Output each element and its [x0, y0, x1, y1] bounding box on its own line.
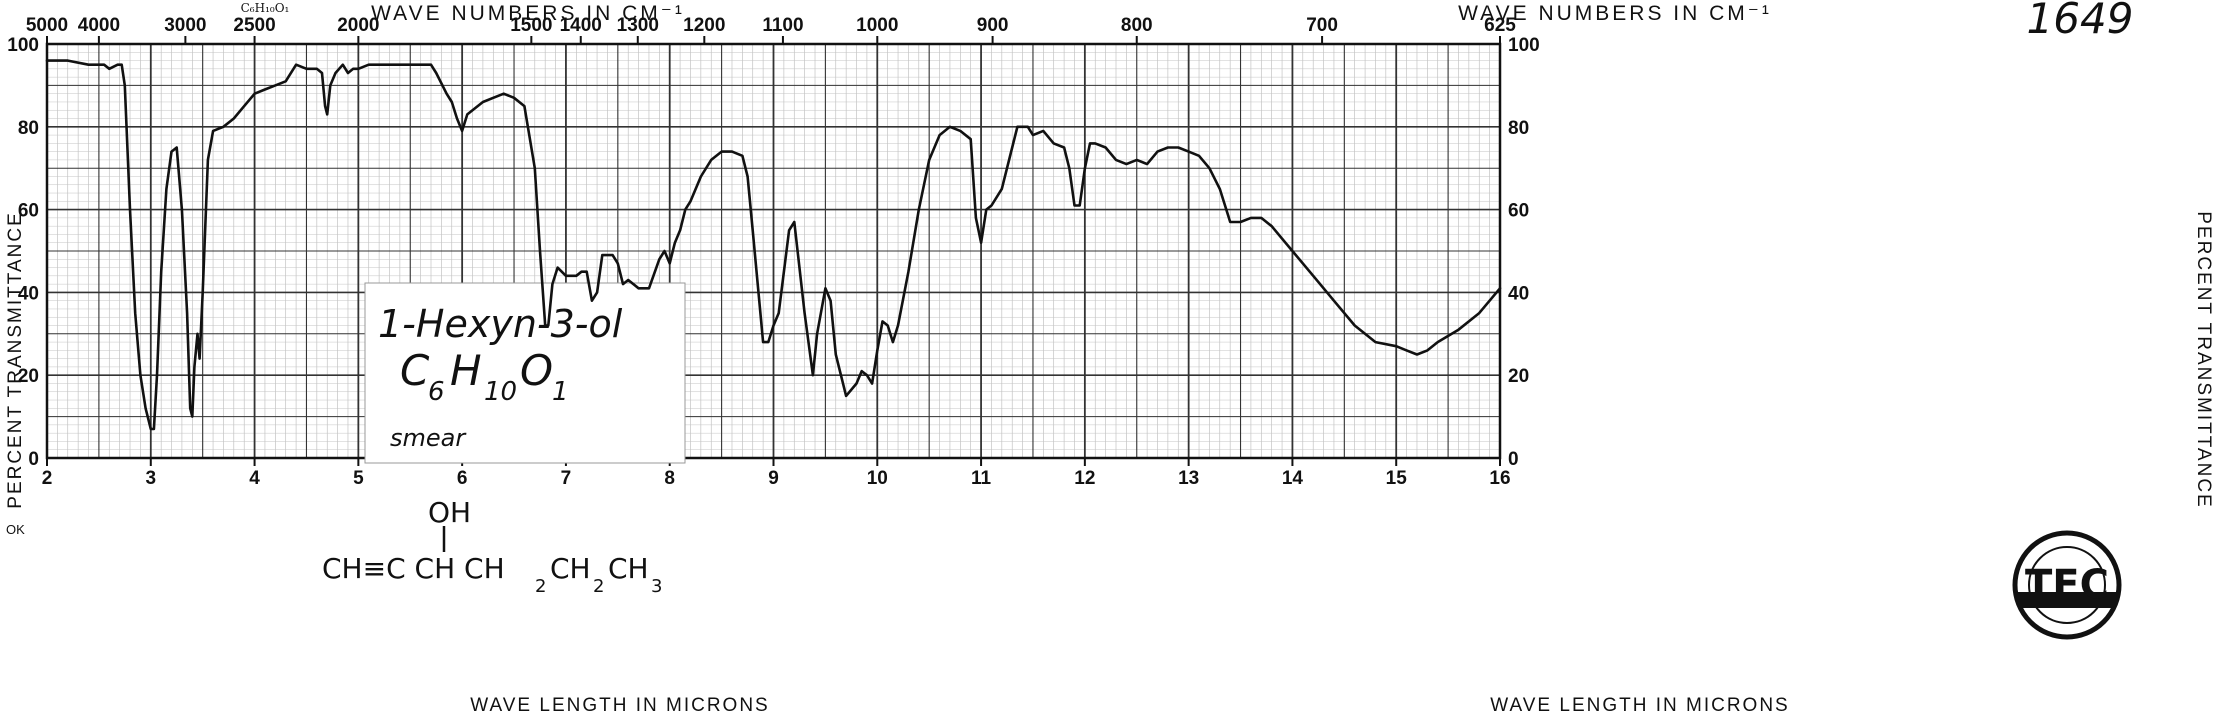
- wavenumber-tick-label: 1300: [617, 15, 659, 36]
- spectrum-number: 1649: [2027, 0, 2134, 43]
- y-tick-label-left: 20: [18, 366, 39, 387]
- y-tick-label-left: 60: [18, 201, 39, 222]
- x-tick-label: 13: [1178, 468, 1199, 489]
- wavenumber-tick-label: 1500: [510, 15, 552, 36]
- y-axis-left: 0 20 40 60 80 100: [7, 35, 39, 470]
- wavenumber-tick-label: 4000: [78, 15, 120, 36]
- x-tick-label: 12: [1074, 468, 1095, 489]
- x-axis-label-left: WAVE LENGTH IN MICRONS: [470, 695, 769, 716]
- wavenumber-tick-label: 2000: [337, 15, 379, 36]
- structure-sub-c: 3: [651, 576, 662, 597]
- logo-outer-ring: [2012, 530, 2122, 640]
- x-tick-label: 16: [1489, 468, 1510, 489]
- transmittance-trace: [45, 59, 1502, 431]
- wavenumber-tick-label: 900: [977, 15, 1009, 36]
- x-tick-label: 2: [42, 468, 53, 489]
- x-tick-label: 5: [353, 468, 364, 489]
- formula-o: O: [520, 346, 553, 395]
- structure-sub-a: 2: [535, 576, 546, 597]
- compound-name: 1-Hexyn-3-ol: [378, 302, 623, 346]
- y-tick-label-right: 40: [1508, 283, 1529, 304]
- wavenumber-title-right: WAVE NUMBERS IN CM⁻¹: [1458, 2, 1772, 25]
- wavenumber-tick-label: 700: [1306, 15, 1338, 36]
- wavenumber-tick-label: 1400: [560, 15, 602, 36]
- y-tick-label-left: 40: [18, 283, 39, 304]
- x-tick-label: 8: [664, 468, 675, 489]
- wavenumber-tick-label: 3000: [164, 15, 206, 36]
- wavenumber-tick-label: 2500: [233, 15, 275, 36]
- x-tick-label: 4: [249, 468, 260, 489]
- formula-c: C: [400, 346, 430, 395]
- y-axis-right: 0 20 40 60 80 100: [1508, 35, 1540, 470]
- sample-phase: smear: [390, 424, 467, 452]
- formula-c-count: 6: [428, 377, 445, 407]
- wavenumber-tick-label: 1200: [683, 15, 725, 36]
- formula-o-count: 1: [552, 377, 569, 407]
- y-axis-label-right: PERCENT TRANSMITTANCE: [2193, 211, 2214, 508]
- y-tick-label-left: 0: [28, 449, 39, 470]
- y-tick-label-right: 100: [1508, 35, 1540, 56]
- y-tick-label-right: 0: [1508, 449, 1519, 470]
- formula-h-count: 10: [484, 377, 517, 407]
- label-card-background: [364, 282, 686, 464]
- structure-background: [318, 492, 710, 602]
- x-tick-label: 11: [971, 468, 992, 489]
- x-tick-label: 6: [457, 468, 468, 489]
- x-tick-label: 14: [1282, 468, 1304, 489]
- y-tick-label-left: 80: [18, 118, 39, 139]
- y-tick-label-left: 100: [7, 35, 39, 56]
- wavenumber-tick-label: 5000: [26, 15, 68, 36]
- wavenumber-title-left: WAVE NUMBERS IN CM⁻¹: [371, 2, 685, 25]
- wavenumber-tick-label: 1100: [762, 15, 803, 36]
- x-tick-label: 3: [145, 468, 156, 489]
- y-tick-label-right: 60: [1508, 201, 1529, 222]
- structural-formula: OH CH≡C CH CH 2 CH 2 CH 3: [318, 492, 710, 602]
- logo-band: [2018, 592, 2116, 608]
- y-tick-label-right: 20: [1508, 366, 1529, 387]
- wavenumber-tick-label: 1000: [856, 15, 898, 36]
- logo-monogram: TEC: [2025, 562, 2109, 608]
- tennessee-eastman-logo: TEC: [2012, 530, 2122, 640]
- compound-formula: C 6 H 10 O 1: [400, 346, 569, 407]
- wavenumber-axis: 5000 4000 3000 2500 2000 1500 1400 1300 1200 1100…: [26, 15, 1516, 44]
- structure-chain-c: CH: [608, 552, 649, 585]
- structure-chain-b: CH: [550, 552, 591, 585]
- structure-sub-b: 2: [593, 576, 604, 597]
- x-axis-label-right: WAVE LENGTH IN MICRONS: [1490, 695, 1789, 716]
- x-tick-label: 7: [561, 468, 572, 489]
- compound-label-card: 1-Hexyn-3-ol C 6 H 10 O 1 smear: [364, 282, 686, 464]
- wavenumber-tick-label: 800: [1121, 15, 1153, 36]
- structure-oh: OH: [428, 496, 471, 529]
- formula-header: C₆H₁₀O₁: [241, 1, 290, 15]
- structure-chain-a: CH≡C CH CH: [322, 552, 505, 585]
- formula-h: H: [450, 346, 482, 395]
- wavenumber-tick-label: 625: [1484, 15, 1516, 36]
- x-tick-label: 15: [1386, 468, 1408, 489]
- logo-inner-ring: [2028, 546, 2106, 624]
- y-tick-label-right: 80: [1508, 118, 1529, 139]
- y-axis-label-left: PERCENT TRANSMITTANCE: [5, 211, 26, 508]
- ok-label: OK: [6, 522, 25, 537]
- x-tick-label: 9: [768, 468, 779, 489]
- x-tick-label: 10: [867, 468, 888, 489]
